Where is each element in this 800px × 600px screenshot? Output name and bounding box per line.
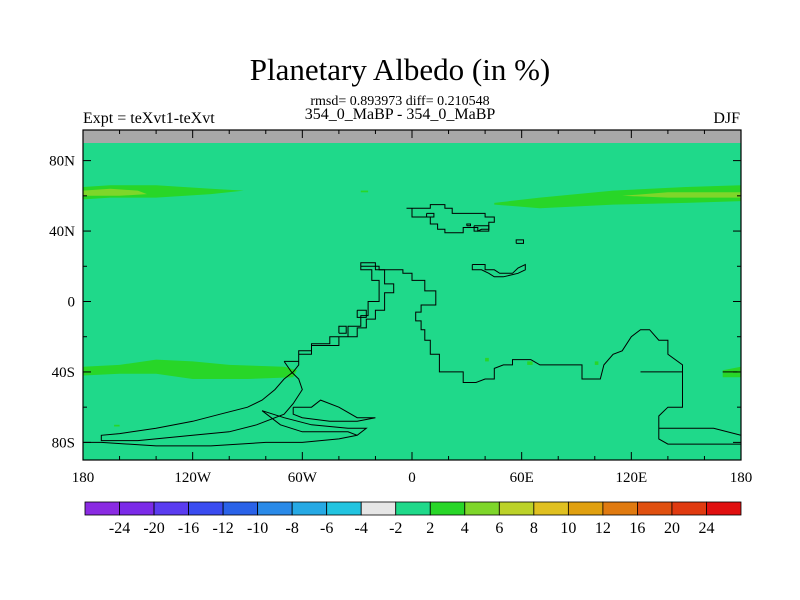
- anomaly-region: [494, 185, 741, 209]
- colorbar-label: 10: [560, 520, 576, 537]
- colorbar: -24 -20 -16 -12 -10 -8 -6 -4 -2 2 4 6 8 10 12 16 20 24: [84, 501, 742, 537]
- colorbar-label: 6: [495, 520, 503, 537]
- colorbar-swatch: [533, 501, 569, 516]
- x-tick-label: 120E: [615, 470, 647, 486]
- colorbar-label: 4: [461, 520, 469, 537]
- coastline: [640, 371, 683, 379]
- colorbar-swatch: [84, 501, 120, 516]
- x-tick-label: 120W: [174, 470, 212, 486]
- colorbar-label: 24: [698, 520, 714, 537]
- colorbar-swatch: [188, 501, 224, 516]
- colorbar-label: -16: [178, 520, 199, 537]
- colorbar-swatch: [119, 501, 155, 516]
- y-tick-label: 40S: [52, 365, 75, 381]
- colorbar-label: 12: [595, 520, 611, 537]
- colorbar-swatch: [222, 501, 259, 516]
- anomaly-region: [360, 190, 369, 193]
- colorbar-label: -6: [320, 520, 333, 537]
- y-tick-label: 80N: [49, 154, 75, 170]
- coastline: [356, 309, 367, 318]
- y-tick-label: 80S: [52, 435, 75, 451]
- colorbar-swatch: [395, 501, 431, 516]
- colorbar-swatch: [567, 501, 604, 516]
- coastline: [338, 325, 347, 334]
- coastline: [292, 399, 376, 422]
- colorbar-swatch: [706, 501, 742, 516]
- colorbar-label: -12: [212, 520, 233, 537]
- center-label: 354_0_MaBP - 354_0_MaBP: [304, 106, 496, 123]
- colorbar-swatch: [360, 501, 397, 516]
- colorbar-swatch: [257, 501, 293, 516]
- x-tick-label: 60W: [288, 470, 318, 486]
- anomaly-region: [527, 361, 533, 365]
- colorbar-label: 2: [426, 520, 434, 537]
- colorbar-swatch: [602, 501, 638, 516]
- colorbar-label: -4: [355, 520, 368, 537]
- coastline: [466, 223, 471, 227]
- anomaly-region: [485, 357, 489, 362]
- y-tick-label: 40N: [49, 224, 75, 240]
- anomaly-region: [594, 361, 599, 365]
- colorbar-label: 20: [664, 520, 680, 537]
- stats-text: rmsd= 0.893973 diff= 0.210548: [310, 94, 490, 109]
- anomaly-region: [114, 424, 120, 427]
- colorbar-swatch: [429, 501, 466, 516]
- anomaly-region: [83, 188, 147, 196]
- colorbar-swatch: [326, 501, 362, 516]
- plot-area: 180 120W 60W 0 60E 120E 180 80N 40N 0 40S 80S: [49, 129, 753, 486]
- anomaly-region: [83, 185, 244, 200]
- colorbar-label: 8: [530, 520, 538, 537]
- colorbar-swatch: [464, 501, 500, 516]
- colorbar-label: -2: [389, 520, 402, 537]
- coastline: [83, 410, 368, 447]
- coastline: [473, 225, 490, 232]
- anomaly-region: [83, 359, 297, 379]
- coastline: [100, 262, 395, 442]
- coastline: [471, 263, 526, 278]
- colorbar-swatch: [671, 501, 707, 516]
- colorbar-swatch: [291, 501, 328, 516]
- right-label: DJF: [713, 110, 740, 127]
- colorbar-label: -10: [247, 520, 268, 537]
- colorbar-swatch: [498, 501, 535, 516]
- x-tick-label: 0: [408, 470, 416, 486]
- colorbar-swatch: [153, 501, 189, 516]
- coastline: [515, 239, 524, 244]
- chart-title: Planetary Albedo (in %): [249, 52, 551, 87]
- anomaly-region: [622, 192, 741, 198]
- colorbar-swatch: [637, 501, 673, 516]
- coastline: [426, 212, 435, 218]
- coastline: [360, 265, 742, 445]
- colorbar-label: -20: [143, 520, 164, 537]
- colorbar-label: -24: [109, 520, 130, 537]
- colorbar-label: -8: [285, 520, 298, 537]
- y-tick-label: 0: [68, 295, 76, 311]
- coastline: [406, 204, 495, 234]
- x-tick-label: 180: [72, 470, 95, 486]
- left-label: Expt = teXvt1-teXvt: [83, 110, 215, 127]
- x-tick-label: 60E: [510, 470, 534, 486]
- colorbar-label: 16: [629, 520, 645, 537]
- x-tick-label: 180: [730, 470, 753, 486]
